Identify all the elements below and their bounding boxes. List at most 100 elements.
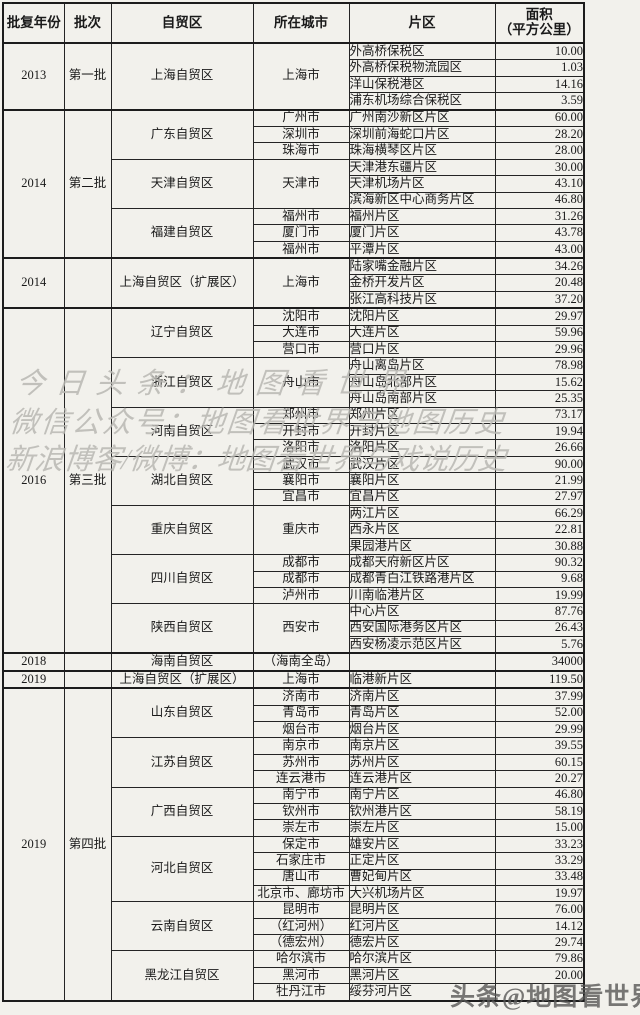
cell-area: 33.48: [494, 868, 585, 886]
cell-area: 21.99: [494, 472, 585, 490]
cell-zone: 陕西自贸区: [110, 603, 254, 654]
cell-area: 19.99: [494, 586, 585, 605]
cell-area: 30.00: [494, 158, 585, 177]
cell-city: （德宏州）: [252, 934, 350, 952]
cell-area: 31.26: [494, 207, 585, 226]
cell-city: 成都市: [252, 554, 350, 572]
table-row: 牡丹江市 绥芬河片区: [3, 983, 585, 1002]
cell-area: 33.29: [494, 852, 585, 870]
table-row: 江苏自贸区 南京市 南京片区 39.55: [3, 737, 585, 788]
cell-city: 上海市: [252, 42, 350, 111]
cell-zone: 上海自贸区（扩展区）: [110, 669, 254, 689]
cell-zone: 重庆自贸区: [110, 504, 254, 556]
cell-area: 52.00: [494, 704, 585, 723]
cell-area: 9.68: [494, 570, 585, 588]
cell-district: 平潭片区: [348, 240, 496, 259]
cell-area: 34.26: [494, 257, 585, 276]
cell-area: 1.03: [494, 59, 585, 77]
cell-city: 广州市: [252, 108, 350, 127]
cell-area: 76.00: [494, 901, 585, 919]
cell-city: 苏州市: [252, 753, 350, 772]
header-district: 片区: [348, 2, 496, 44]
table-row: 西安杨凌示范区片区 5.76: [3, 636, 585, 654]
cell-district: 西永片区: [348, 521, 496, 539]
cell-area: 119.50: [494, 669, 585, 689]
cell-district: 烟台片区: [348, 721, 496, 739]
cell-district: 金桥开发片区: [348, 274, 496, 292]
cell-area: 29.99: [494, 721, 585, 739]
cell-area: 29.97: [494, 307, 585, 326]
cell-zone: 上海自贸区: [110, 42, 254, 111]
cell-zone: 辽宁自贸区: [110, 307, 254, 359]
table-row: 洛阳市 洛阳片区 26.66: [3, 439, 585, 457]
cell-district: 浦东机场综合保税区: [348, 92, 496, 111]
cell-district: [348, 652, 496, 672]
cell-city: 泸州市: [252, 586, 350, 605]
cell-district: 黑河片区: [348, 966, 496, 985]
cell-district: 滨海新区中心商务片区: [348, 191, 496, 209]
cell-area: 20.48: [494, 274, 585, 292]
cell-zone: 海南自贸区: [110, 652, 254, 672]
cell-city: 上海市: [252, 257, 350, 309]
cell-district: 西安国际港务区片区: [348, 619, 496, 638]
cell-area: 78.98: [494, 357, 585, 375]
cell-district: 外高桥保税物流园区: [348, 59, 496, 77]
cell-area: 90.32: [494, 554, 585, 572]
cell-area: 26.43: [494, 619, 585, 638]
cell-area: 20.27: [494, 770, 585, 788]
cell-city: 宜昌市: [252, 488, 350, 506]
cell-district: 福州片区: [348, 207, 496, 226]
cell-city: 上海市: [252, 669, 350, 689]
table-row: 北京市、廊坊市 大兴机场片区 19.97: [3, 884, 585, 903]
cell-district: 昆明片区: [348, 901, 496, 919]
cell-city: 南京市: [252, 737, 350, 755]
cell-district: 南京片区: [348, 737, 496, 755]
cell-area: 25.35: [494, 390, 585, 408]
cell-district: 外高桥保税区: [348, 42, 496, 61]
table-row: 四川自贸区 成都市 成都天府新区片区 90.32: [3, 554, 585, 605]
cell-batch: 第二批: [63, 108, 112, 259]
cell-zone: 天津自贸区: [110, 158, 254, 209]
cell-area: 37.20: [494, 290, 585, 309]
table-row: 西安国际港务区片区 26.43: [3, 619, 585, 638]
table-row: 2014 第二批 广东自贸区 广州市 广州南沙新区片区 60.00: [2, 108, 585, 259]
cell-district: 洋山保税港区: [348, 75, 496, 94]
table-row: 陕西自贸区 西安市 中心片区 87.76: [3, 603, 585, 654]
cell-area: 43.10: [494, 175, 585, 193]
table-row: 舟山岛北部片区 15.62: [3, 373, 585, 392]
cell-city: 郑州市: [252, 406, 350, 424]
cell-zone: 上海自贸区（扩展区）: [110, 257, 254, 309]
cell-area: 29.74: [494, 934, 585, 952]
cell-city: 重庆市: [252, 504, 350, 556]
cell-area: 19.94: [494, 422, 585, 441]
cell-city: 福州市: [252, 207, 350, 226]
cell-city: 石家庄市: [252, 852, 350, 870]
cell-zone: 四川自贸区: [110, 554, 254, 605]
cell-district: 正定片区: [348, 852, 496, 870]
cell-zone: 河南自贸区: [110, 406, 254, 457]
cell-area: 37.99: [494, 687, 585, 706]
cell-year: 2014: [2, 257, 65, 309]
table-row: （德宏州） 德宏片区 29.74: [3, 934, 585, 952]
cell-area: 46.80: [494, 191, 585, 209]
table-row: 天津机场片区 43.10: [3, 175, 585, 193]
cell-area: 79.86: [494, 950, 585, 968]
cell-area: 20.00: [494, 966, 585, 985]
cell-area: 15.00: [494, 819, 585, 837]
cell-area: 60.15: [494, 753, 585, 772]
cell-area: 34000: [494, 652, 585, 672]
cell-area: 26.66: [494, 439, 585, 457]
cell-area: 14.12: [494, 917, 585, 936]
cell-batch: 第四批: [63, 687, 112, 1002]
cell-city: 保定市: [252, 835, 350, 854]
cell-batch: 第一批: [63, 42, 112, 111]
table-row: 厦门市 厦门片区 43.78: [3, 224, 585, 242]
cell-area: 29.96: [494, 341, 585, 359]
cell-area: 30.88: [494, 537, 585, 556]
cell-district: 钦州港片区: [348, 802, 496, 821]
header-city: 所在城市: [252, 2, 350, 44]
table-body: 2013 第一批 上海自贸区 上海市 外高桥保税区 10.00 外高桥保税物流园区 1.03 洋…: [2, 42, 585, 1002]
cell-city: 舟山市: [252, 357, 350, 408]
table-row: 云南自贸区 昆明市 昆明片区 76.00: [3, 901, 585, 952]
cell-area: 43.78: [494, 224, 585, 242]
